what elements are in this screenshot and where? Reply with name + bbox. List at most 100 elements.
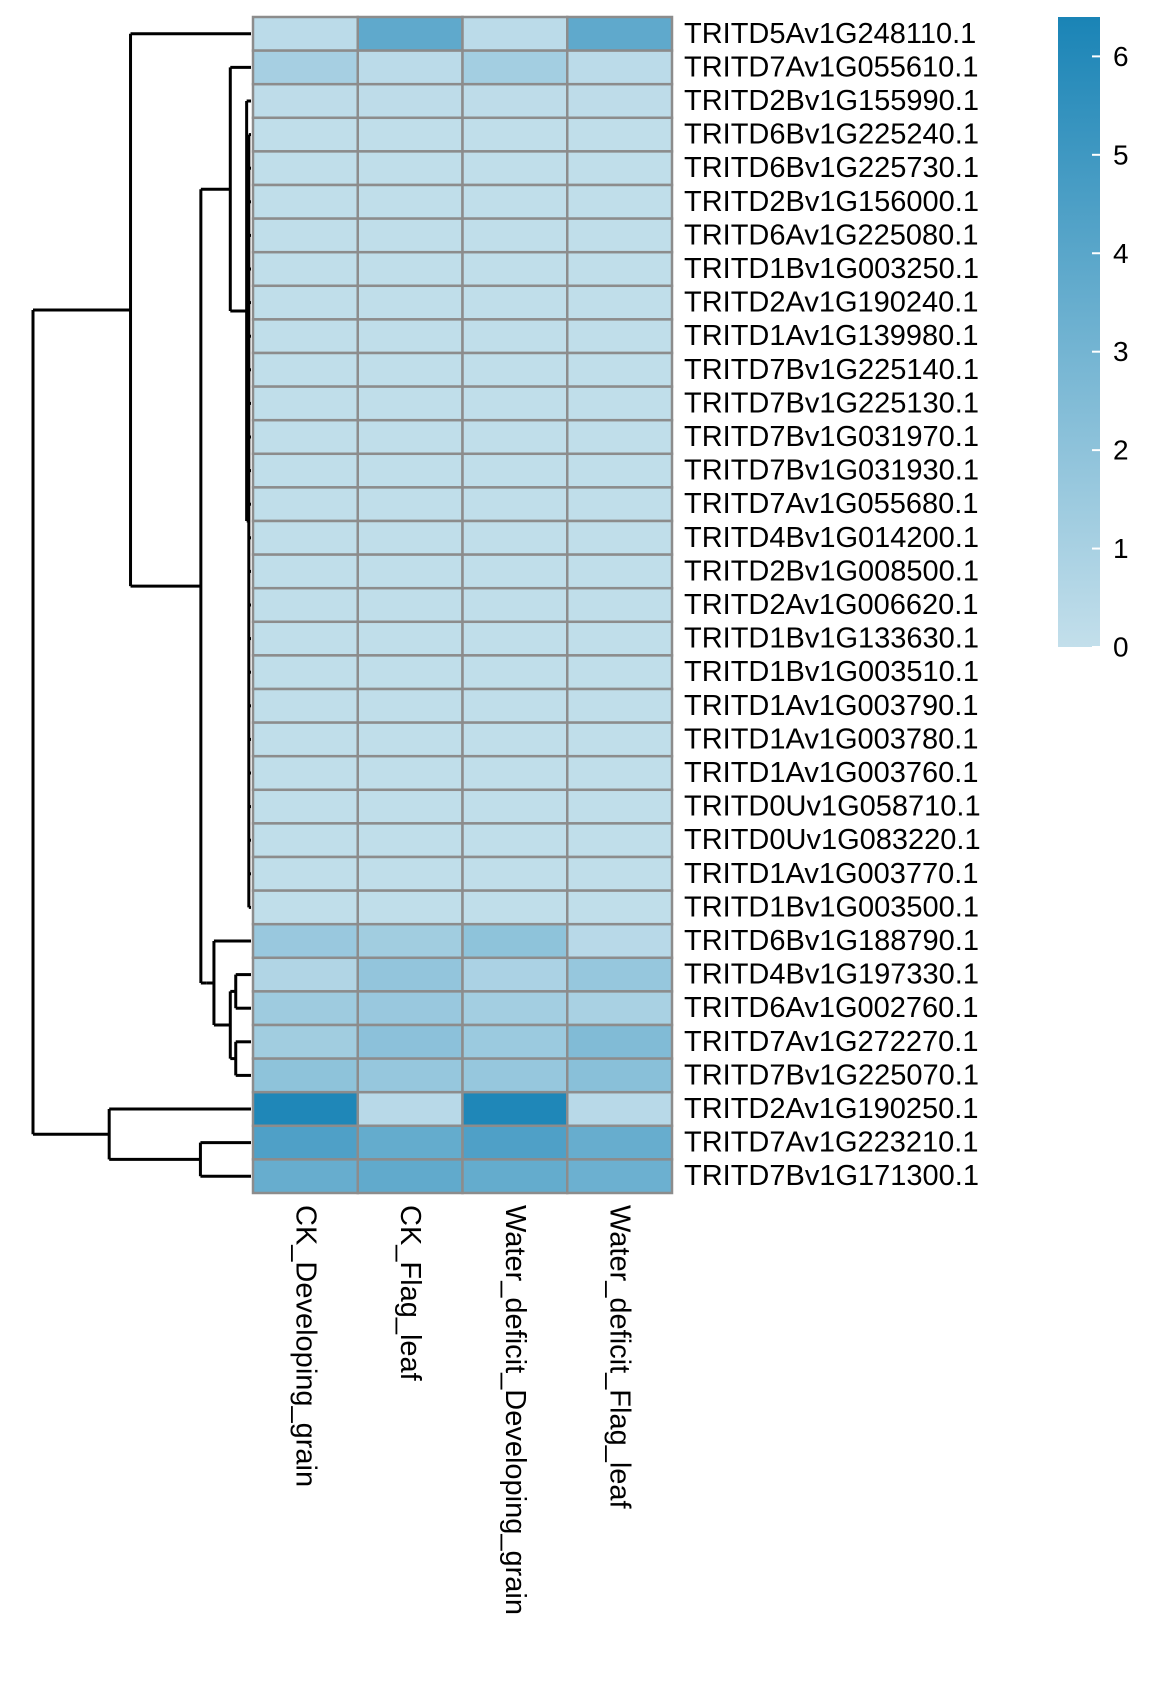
heatmap-cell xyxy=(566,183,674,220)
heatmap-cell xyxy=(461,82,569,120)
heatmap-cell xyxy=(356,452,464,489)
heatmap-cell xyxy=(356,654,464,691)
legend-tick-label: 4 xyxy=(1113,238,1129,269)
heatmap-cell xyxy=(356,385,464,422)
heatmap-cell xyxy=(461,788,569,825)
heatmap-cell xyxy=(461,620,569,657)
legend-tick-label: 1 xyxy=(1113,533,1129,564)
row-label: TRITD6Bv1G225730.1 xyxy=(684,152,979,184)
row-labels: TRITD5Av1G248110.1TRITD7Av1G055610.1TRIT… xyxy=(684,18,981,1192)
heatmap-cell xyxy=(251,922,359,960)
heatmap-cell xyxy=(356,855,464,892)
heatmap-cell xyxy=(356,318,464,355)
heatmap-cell xyxy=(251,82,359,120)
heatmap-cell xyxy=(566,49,674,86)
heatmap-cell xyxy=(356,620,464,657)
heatmap-cell xyxy=(566,721,674,758)
heatmap-cell xyxy=(356,418,464,456)
heatmap-cell xyxy=(461,486,569,523)
heatmap-cell xyxy=(461,822,569,859)
heatmap-cell xyxy=(461,49,569,86)
heatmap-cell xyxy=(356,1023,464,1060)
heatmap-cell xyxy=(461,150,569,187)
heatmap-cell xyxy=(461,956,569,993)
heatmap-cell xyxy=(566,385,674,422)
row-label: TRITD2Bv1G155990.1 xyxy=(684,85,979,117)
heatmap-cell xyxy=(251,620,359,657)
heatmap-cell xyxy=(566,687,674,724)
heatmap-cell xyxy=(251,990,359,1027)
heatmap-cell xyxy=(356,1057,464,1094)
heatmap-cell xyxy=(356,284,464,321)
heatmap-cell xyxy=(356,990,464,1027)
column-label: Water_deficit_Flag_leaf xyxy=(604,1205,636,1510)
heatmap-cell xyxy=(566,1023,674,1060)
heatmap-cell xyxy=(251,217,359,254)
row-label: TRITD7Bv1G225140.1 xyxy=(684,354,979,386)
row-label: TRITD1Av1G003790.1 xyxy=(684,690,978,722)
heatmap-cell xyxy=(461,855,569,892)
heatmap-cell xyxy=(461,15,569,52)
heatmap-cells xyxy=(251,15,674,1195)
heatmap-cell xyxy=(461,1124,569,1161)
heatmap-cell xyxy=(461,1057,569,1094)
heatmap-cell xyxy=(461,1023,569,1060)
row-label: TRITD7Bv1G171300.1 xyxy=(684,1160,979,1192)
heatmap-cell xyxy=(356,889,464,926)
row-label: TRITD7Av1G223210.1 xyxy=(684,1127,978,1159)
heatmap-cell xyxy=(356,553,464,590)
heatmap-cell xyxy=(251,822,359,859)
heatmap-cell xyxy=(251,855,359,892)
row-label: TRITD2Av1G190240.1 xyxy=(684,287,978,319)
heatmap-cell xyxy=(356,586,464,624)
heatmap-cell xyxy=(251,284,359,321)
heatmap-cell xyxy=(461,418,569,456)
heatmap-cell xyxy=(461,721,569,758)
row-label: TRITD6Bv1G188790.1 xyxy=(684,925,979,957)
row-label: TRITD1Bv1G003250.1 xyxy=(684,253,979,285)
row-label: TRITD0Uv1G058710.1 xyxy=(684,791,981,823)
row-dendrogram xyxy=(31,32,251,1178)
color-legend: 0 1 2 3 4 5 6 xyxy=(1058,17,1129,663)
heatmap-cell xyxy=(461,183,569,220)
heatmap-cell xyxy=(566,956,674,993)
row-label: TRITD6Av1G002760.1 xyxy=(684,992,978,1024)
heatmap-cell xyxy=(461,553,569,590)
row-label: TRITD0Uv1G083220.1 xyxy=(684,824,981,856)
row-label: TRITD7Bv1G031970.1 xyxy=(684,421,979,453)
heatmap-cell xyxy=(566,586,674,624)
column-labels: CK_Developing_grain CK_Flag_leaf Water_def… xyxy=(289,1205,635,1615)
heatmap-cell xyxy=(356,822,464,859)
column-label: CK_Developing_grain xyxy=(289,1205,321,1487)
heatmap-cell xyxy=(566,654,674,691)
heatmap-cell xyxy=(251,1090,359,1128)
heatmap-cell xyxy=(356,15,464,52)
row-label: TRITD7Bv1G225130.1 xyxy=(684,387,979,419)
heatmap-cell xyxy=(566,1124,674,1161)
row-label: TRITD1Av1G003760.1 xyxy=(684,757,978,789)
heatmap-cell xyxy=(566,217,674,254)
heatmap-cell xyxy=(251,788,359,825)
row-label: TRITD7Bv1G031930.1 xyxy=(684,455,979,487)
heatmap-cell xyxy=(566,15,674,52)
heatmap-cell xyxy=(566,922,674,960)
heatmap-cell xyxy=(461,687,569,724)
heatmap-cell xyxy=(461,116,569,153)
row-label: TRITD7Av1G055610.1 xyxy=(684,51,978,83)
heatmap-cell xyxy=(461,250,569,288)
heatmap-cell xyxy=(356,721,464,758)
heatmap-cell xyxy=(251,486,359,523)
heatmap-cell xyxy=(251,15,359,52)
heatmap-cell xyxy=(356,250,464,288)
heatmap-cell xyxy=(356,1158,464,1195)
heatmap-cell xyxy=(251,49,359,86)
heatmap-cell xyxy=(461,351,569,388)
heatmap-cell xyxy=(566,754,674,792)
heatmap-cell xyxy=(356,1090,464,1128)
row-label: TRITD2Bv1G156000.1 xyxy=(684,186,979,218)
heatmap-cell xyxy=(251,519,359,556)
column-label: Water_deficit_Developing_grain xyxy=(499,1205,531,1615)
heatmap-cell xyxy=(356,82,464,120)
heatmap-cell xyxy=(566,889,674,926)
